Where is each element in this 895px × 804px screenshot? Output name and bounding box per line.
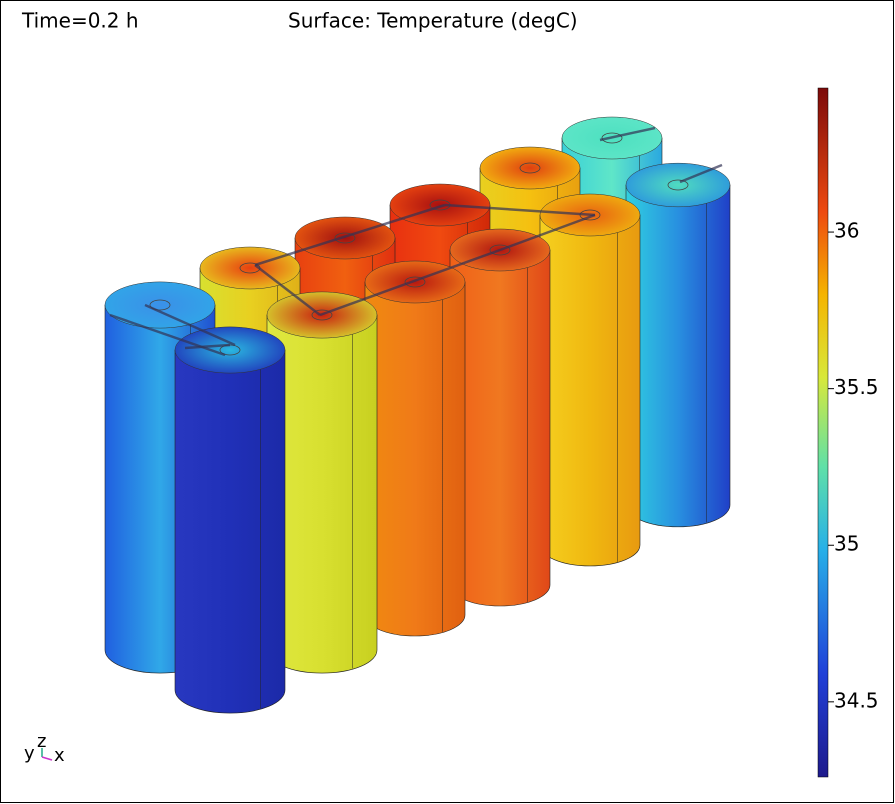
triad-x: x (54, 745, 65, 766)
cell-side (626, 185, 730, 527)
colorbar-label: 34.5 (834, 688, 879, 712)
cell-top (390, 184, 490, 226)
cell-side (365, 282, 465, 636)
colorbar-label: 35 (834, 532, 859, 556)
cell-top (200, 247, 300, 289)
cell-top (175, 327, 285, 373)
cell-side (175, 350, 285, 713)
colorbar-label: 35.5 (834, 375, 879, 399)
page: Time=0.2 h Surface: Temperature (degC) y… (0, 0, 895, 804)
colorbar (818, 88, 828, 777)
plot-title: Surface: Temperature (degC) (288, 9, 578, 33)
graphics-window: Time=0.2 h Surface: Temperature (degC) y… (0, 0, 895, 804)
cell-top (105, 282, 215, 328)
triad-y: y (24, 743, 35, 764)
colorbar-label: 36 (834, 219, 859, 243)
time-label: Time=0.2 h (21, 9, 139, 33)
cell-top (480, 147, 580, 189)
cell-top (295, 217, 395, 259)
cell-side (540, 215, 640, 566)
cell-top (626, 163, 730, 207)
